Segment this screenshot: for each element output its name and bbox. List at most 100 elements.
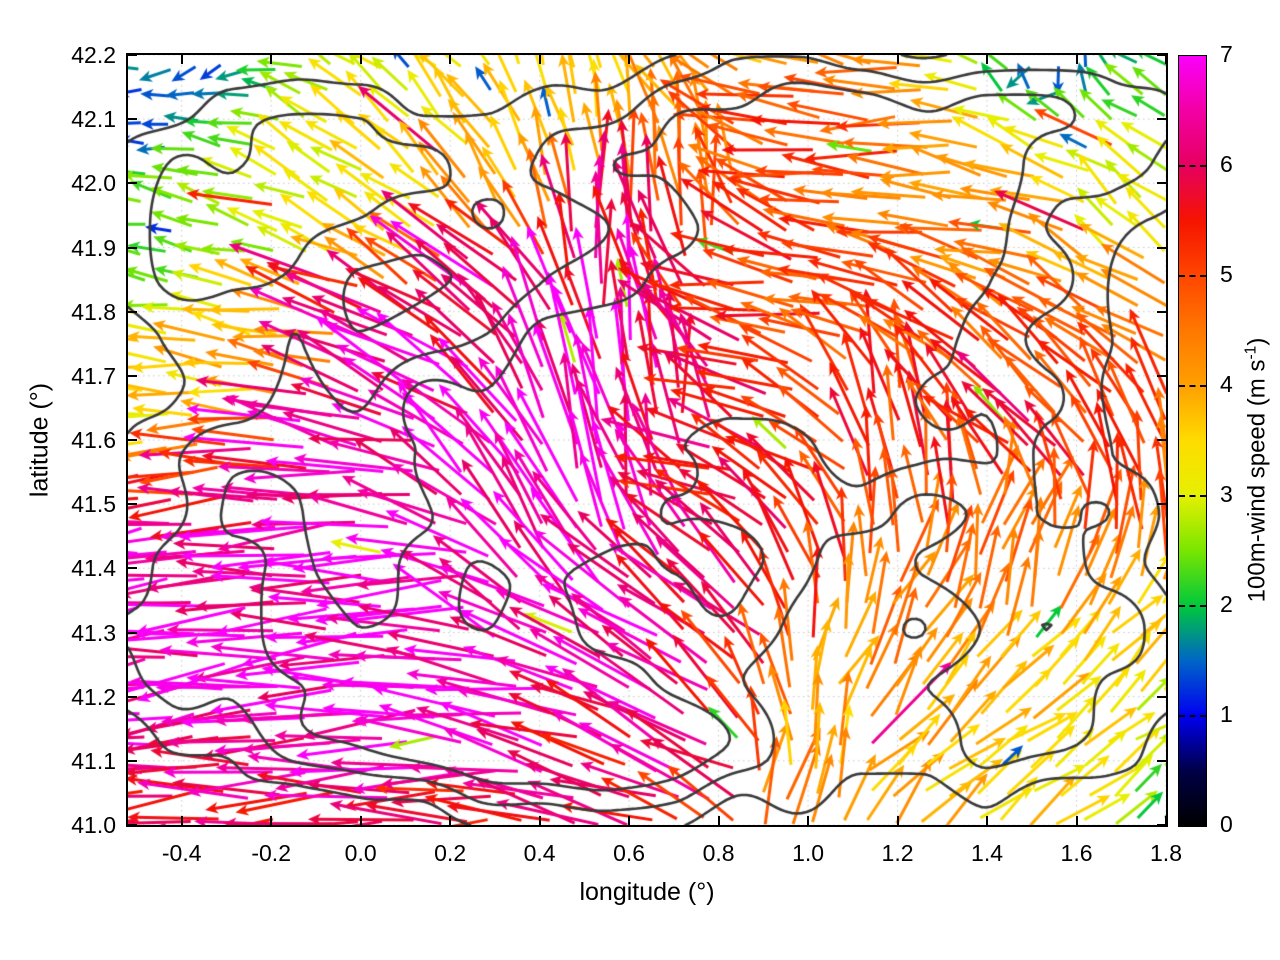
axis-tick-mark [180, 816, 183, 825]
axis-tick-mark [359, 816, 362, 825]
axis-tick-mark [1157, 631, 1166, 634]
axis-tick-mark [1157, 759, 1166, 762]
x-tick-label: 1.6 [1060, 840, 1093, 866]
colorbar-tick-label: 5 [1220, 261, 1233, 287]
axis-tick-mark [128, 246, 137, 249]
x-tick-label: 0.8 [702, 840, 735, 866]
x-tick-label: 1.2 [881, 840, 914, 866]
axis-tick-mark [1157, 439, 1166, 441]
colorbar-label-text: 100m-wind speed (m s [1243, 359, 1271, 603]
axis-tick-mark [986, 816, 989, 825]
axis-tick-mark [1157, 182, 1166, 185]
y-tick-label: 41.6 [71, 427, 116, 453]
x-tick-label: 1.0 [792, 840, 825, 866]
axis-tick-mark [128, 374, 137, 377]
wind-quiver-canvas [128, 55, 1166, 825]
x-tick-label: 0.6 [613, 840, 646, 866]
axis-tick-mark [628, 816, 631, 825]
axis-tick-mark [717, 816, 720, 825]
x-tick-label: 1.4 [971, 840, 1004, 866]
axis-tick-mark [1157, 695, 1166, 698]
y-tick-label: 42.1 [71, 106, 116, 133]
axis-tick-mark [1157, 118, 1166, 121]
colorbar-label-suffix: ) [1243, 337, 1271, 346]
axis-tick-mark [449, 816, 452, 825]
y-tick-label: 41.3 [71, 619, 116, 646]
axis-tick-mark [1157, 824, 1166, 826]
axis-tick-mark [128, 54, 137, 56]
axis-tick-mark [128, 118, 137, 121]
x-tick-label: -0.4 [161, 840, 202, 866]
colorbar-label-superscript: -1 [1242, 345, 1260, 360]
axis-tick-mark [986, 55, 989, 64]
y-axis-label: latitude (°) [25, 382, 54, 498]
axis-tick-mark [1157, 310, 1166, 313]
colorbar [1178, 55, 1207, 827]
axis-tick-mark [807, 55, 810, 64]
plot-area [126, 53, 1168, 827]
axis-tick-mark [128, 631, 137, 634]
axis-tick-mark [717, 55, 720, 64]
axis-tick-mark [128, 182, 137, 185]
axis-tick-mark [128, 503, 137, 506]
colorbar-tick-dash [1179, 715, 1206, 717]
colorbar-tick-label: 4 [1220, 371, 1233, 397]
x-tick-label: -0.2 [251, 840, 291, 866]
axis-tick-mark [128, 567, 137, 570]
colorbar-tick-label: 1 [1220, 701, 1233, 727]
colorbar-tick-label: 0 [1220, 811, 1233, 837]
axis-tick-mark [896, 55, 899, 64]
colorbar-tick-label: 3 [1220, 481, 1233, 507]
axis-tick-mark [1157, 567, 1166, 570]
axis-tick-mark [270, 816, 273, 825]
axis-tick-mark [1157, 503, 1166, 506]
axis-tick-mark [270, 55, 273, 64]
colorbar-tick-dash [1179, 495, 1206, 497]
axis-tick-mark [1075, 55, 1078, 64]
axis-tick-mark [807, 816, 810, 825]
axis-tick-mark [896, 816, 899, 825]
y-tick-label: 41.2 [71, 683, 116, 710]
axis-tick-mark [128, 695, 137, 698]
axis-tick-mark [1075, 816, 1078, 825]
axis-tick-mark [1157, 374, 1166, 377]
y-tick-label: 41.7 [71, 362, 116, 389]
axis-tick-mark [180, 55, 183, 64]
y-tick-label: 41.5 [71, 491, 116, 518]
colorbar-tick-dash [1179, 605, 1206, 607]
axis-tick-mark [628, 55, 631, 64]
axis-tick-mark [128, 439, 137, 441]
colorbar-tick-dash [1179, 385, 1206, 387]
y-tick-label: 42.2 [71, 42, 116, 68]
colorbar-label: 100m-wind speed (m s-1) [1243, 338, 1272, 603]
colorbar-gradient [1179, 56, 1206, 826]
colorbar-tick-label: 6 [1220, 151, 1233, 177]
y-tick-label: 42.0 [71, 170, 116, 197]
axis-tick-mark [1157, 54, 1166, 56]
axis-tick-mark [1157, 246, 1166, 249]
axis-tick-mark [449, 55, 452, 64]
axis-tick-mark [538, 55, 541, 64]
axis-tick-mark [1165, 55, 1167, 64]
axis-tick-mark [1165, 816, 1167, 825]
y-tick-label: 41.9 [71, 234, 116, 261]
colorbar-tick-label: 7 [1220, 41, 1233, 67]
x-tick-label: 0.0 [344, 840, 377, 866]
axis-tick-mark [538, 816, 541, 825]
colorbar-tick-dash [1179, 275, 1206, 277]
axis-tick-mark [359, 55, 362, 64]
x-tick-label: 1.8 [1150, 840, 1182, 866]
y-tick-label: 41.4 [71, 555, 116, 582]
x-tick-label: 0.4 [523, 840, 556, 866]
y-tick-label: 41.1 [71, 747, 116, 774]
axis-tick-mark [128, 759, 137, 762]
y-tick-label: 41.0 [71, 812, 116, 838]
x-tick-label: 0.2 [434, 840, 467, 866]
y-tick-label: 41.8 [71, 298, 116, 325]
axis-tick-mark [128, 310, 137, 313]
colorbar-tick-label: 2 [1220, 591, 1233, 617]
axis-tick-mark [128, 824, 137, 826]
colorbar-tick-dash [1179, 165, 1206, 167]
x-axis-label: longitude (°) [579, 878, 715, 906]
